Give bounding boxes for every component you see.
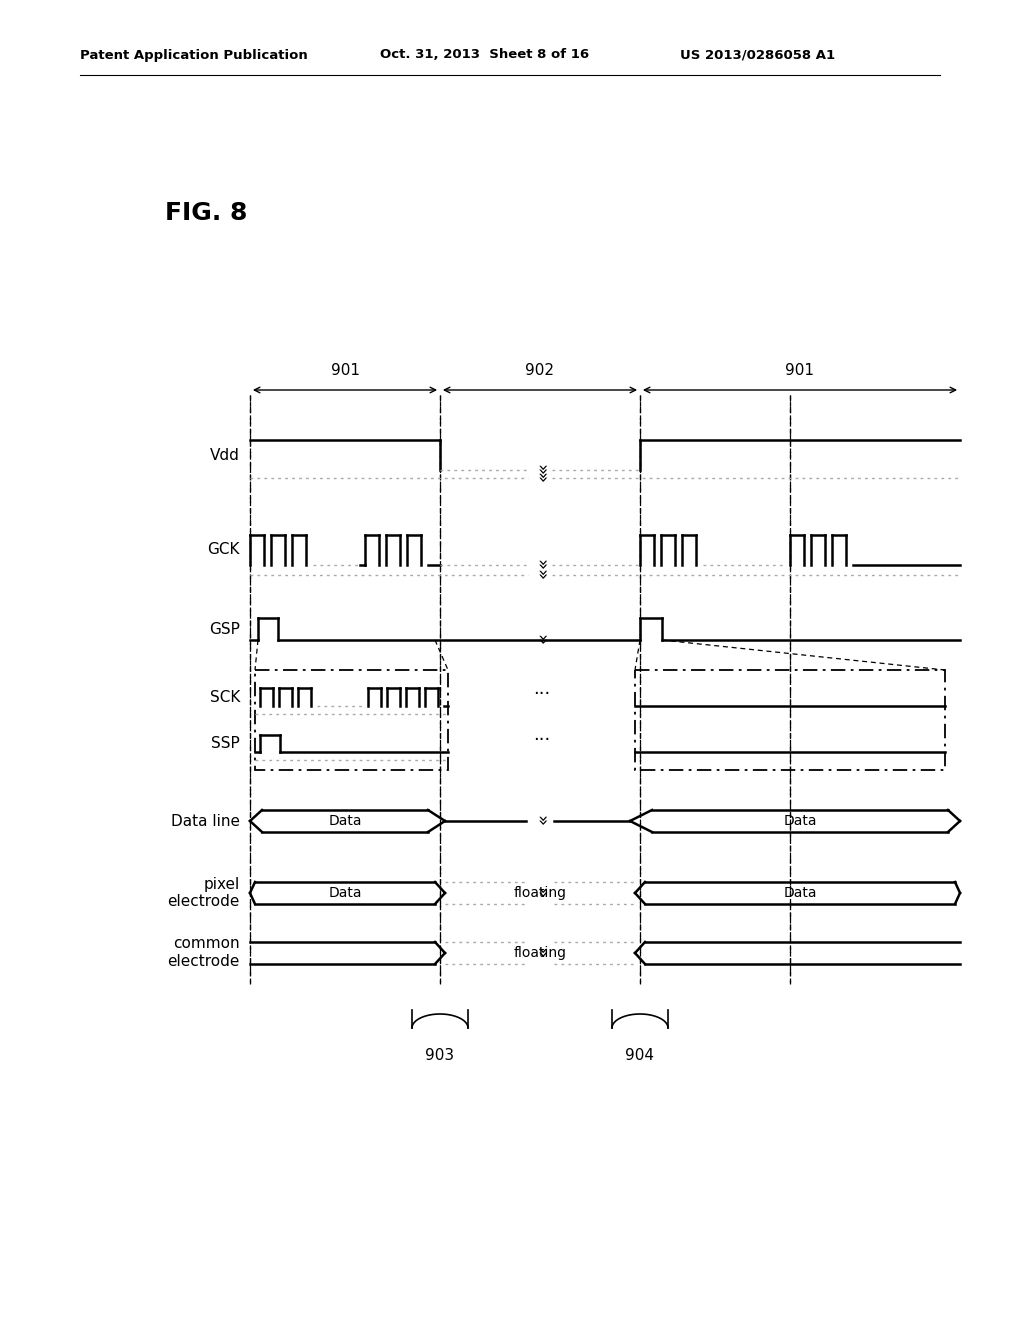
Text: GSP: GSP <box>209 622 240 636</box>
Text: common: common <box>173 936 240 952</box>
Text: »: » <box>531 569 549 581</box>
Text: 904: 904 <box>626 1048 654 1063</box>
Text: SCK: SCK <box>210 689 240 705</box>
Text: Patent Application Publication: Patent Application Publication <box>80 49 308 62</box>
Text: 901: 901 <box>331 363 359 378</box>
Text: Data line: Data line <box>171 813 240 829</box>
Text: pixel: pixel <box>204 876 240 891</box>
Text: 902: 902 <box>525 363 555 378</box>
Text: floating: floating <box>513 886 566 900</box>
Text: »: » <box>531 816 549 826</box>
Text: Data: Data <box>783 886 817 900</box>
Text: FIG. 8: FIG. 8 <box>165 201 248 224</box>
Text: »: » <box>531 560 549 570</box>
Bar <box>255 671 449 770</box>
Text: 903: 903 <box>425 1048 455 1063</box>
Text: floating: floating <box>513 946 566 960</box>
Text: GCK: GCK <box>208 543 240 557</box>
Text: Vdd: Vdd <box>210 447 240 462</box>
Text: »: » <box>531 635 549 645</box>
Text: SSP: SSP <box>211 737 240 751</box>
Text: 901: 901 <box>785 363 814 378</box>
Text: ...: ... <box>532 680 550 698</box>
Text: ...: ... <box>532 726 550 744</box>
Text: Oct. 31, 2013  Sheet 8 of 16: Oct. 31, 2013 Sheet 8 of 16 <box>380 49 589 62</box>
Text: Data: Data <box>329 814 361 828</box>
Text: electrode: electrode <box>168 895 240 909</box>
Text: Data: Data <box>329 886 361 900</box>
Text: US 2013/0286058 A1: US 2013/0286058 A1 <box>680 49 836 62</box>
Text: »: » <box>531 473 549 483</box>
Text: Data: Data <box>783 814 817 828</box>
Bar <box>635 671 945 770</box>
Text: electrode: electrode <box>168 954 240 969</box>
Text: »: » <box>531 887 549 899</box>
Text: »: » <box>531 465 549 475</box>
Text: »: » <box>531 948 549 958</box>
